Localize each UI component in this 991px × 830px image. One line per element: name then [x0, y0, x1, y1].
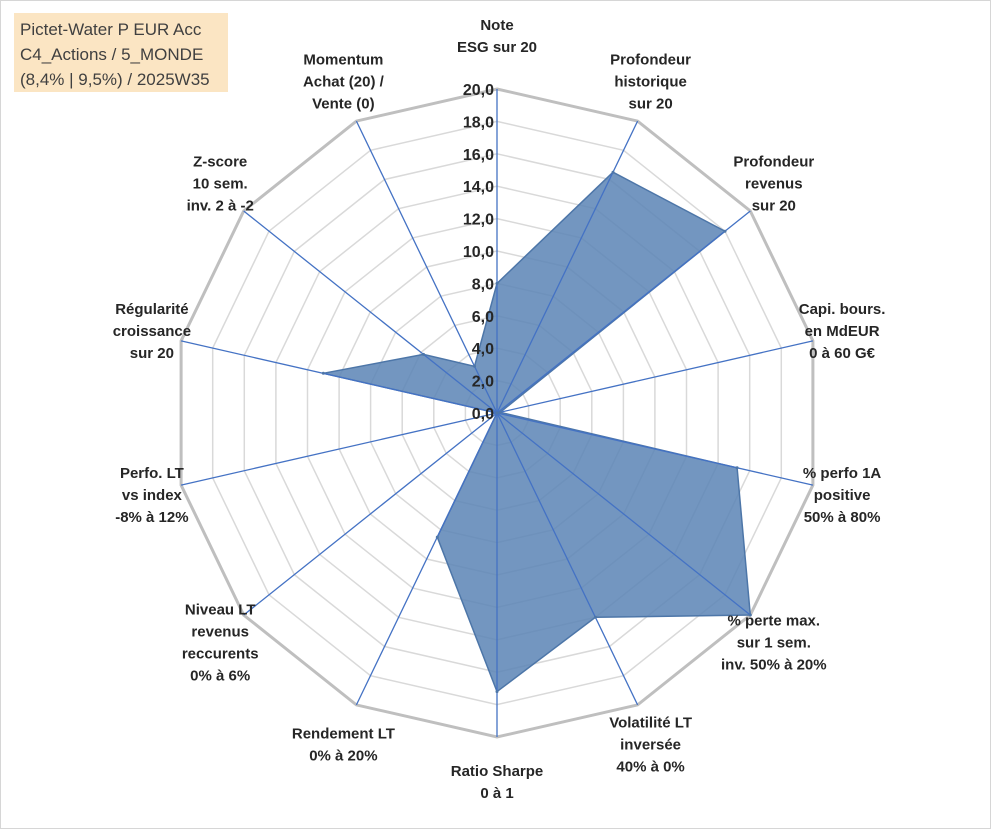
data-point [435, 535, 439, 539]
axis-label-line: 0% à 20% [309, 748, 377, 765]
axis-label: % perfo 1A positive 50% à 80% [803, 465, 882, 526]
data-point [495, 690, 499, 694]
radial-tick-label: 20,0 [463, 82, 494, 99]
data-point [422, 352, 425, 356]
fund-title-line-1: Pictet-Water P EUR Acc [20, 20, 202, 39]
axis-label-line: Note [480, 17, 513, 34]
radial-tick-label: 2,0 [472, 374, 494, 391]
axis-label: Capi. bours. en MdEUR 0 à 60 G€ [799, 301, 886, 362]
data-point [723, 229, 727, 233]
axis-label-line: 0 à 60 G€ [809, 345, 876, 362]
axis-spoke [496, 412, 639, 706]
axis-label: % perte max. sur 1 sem. inv. 50% à 20% [721, 612, 827, 673]
axis-label: Profondeur historique sur 20 [610, 51, 691, 112]
axis-spoke [243, 210, 498, 414]
axis-label-line: ESG sur 20 [457, 39, 537, 56]
axis-label-line: revenus [191, 623, 249, 640]
axis-label: Rendement LT 0% à 20% [292, 726, 395, 765]
axis-label-line: Régularité [115, 301, 188, 318]
radial-tick-label: 4,0 [472, 341, 494, 358]
axis-label-line: % perte max. [728, 612, 821, 629]
axis-label-line: -8% à 12% [115, 509, 188, 526]
axis-label-line: Rendement LT [292, 726, 395, 743]
axis-label: Niveau LT revenus reccurents 0% à 6% [182, 601, 259, 684]
axis-label-line: 0 à 1 [480, 785, 513, 802]
axis-spoke [496, 412, 814, 486]
axis-label-line: inversée [620, 737, 681, 754]
axis-label-line: Volatilité LT [609, 715, 692, 732]
radial-tick-label: 18,0 [463, 114, 494, 131]
axis-label-line: inv. 50% à 20% [721, 656, 827, 673]
axis-spoke [496, 412, 751, 616]
axis-label: Régularité croissance sur 20 [113, 301, 191, 362]
data-point [495, 281, 499, 285]
axis-label-line: Perfo. LT [120, 465, 184, 482]
radial-tick-label: 0,0 [472, 406, 494, 423]
radial-tick-label: 14,0 [463, 179, 494, 196]
data-point [473, 364, 476, 368]
axis-label-line: sur 20 [628, 95, 672, 112]
axis-label: Ratio Sharpe 0 à 1 [451, 763, 544, 802]
axis-label-line: vs index [122, 487, 183, 504]
data-point [735, 466, 739, 470]
radial-tick-label: 8,0 [472, 276, 494, 293]
axis-label-line: inv. 2 à -2 [187, 198, 254, 215]
axis-label-line: sur 20 [130, 345, 174, 362]
axis-spoke [180, 340, 498, 414]
fund-title-line-2: C4_Actions / 5_MONDE [20, 45, 204, 64]
axis-label-line: Vente (0) [312, 95, 375, 112]
axis-label-line: Momentum [303, 51, 383, 68]
axis-label-line: Achat (20) / [303, 73, 385, 90]
axis-label-line: Ratio Sharpe [451, 763, 544, 780]
axis-label-line: 50% à 80% [804, 509, 881, 526]
axis-label-line: 0% à 6% [190, 667, 250, 684]
axis-label-line: en MdEUR [805, 323, 880, 340]
fund-title-line-3: (8,4% | 9,5%) / 2025W35 [20, 70, 210, 89]
radial-tick-label: 10,0 [463, 244, 494, 261]
axis-label: Note ESG sur 20 [457, 17, 537, 56]
axis-spoke [496, 340, 814, 414]
axis-spoke [496, 210, 751, 414]
axis-label: Volatilité LT inversée 40% à 0% [609, 715, 692, 776]
axis-label-line: historique [614, 73, 687, 90]
axis-label-line: Capi. bours. [799, 301, 886, 318]
axis-label-line: revenus [745, 176, 803, 193]
data-point [498, 410, 502, 414]
radial-tick-label: 16,0 [463, 147, 494, 164]
axis-label-line: sur 20 [752, 198, 796, 215]
data-point [748, 613, 752, 617]
axis-spoke [355, 120, 498, 414]
axis-label-line: croissance [113, 323, 191, 340]
axis-label: Z-score 10 sem. inv. 2 à -2 [187, 154, 254, 215]
axis-label-line: % perfo 1A [803, 465, 882, 482]
radial-tick-label: 6,0 [472, 309, 494, 326]
data-point [495, 411, 499, 415]
axis-label: Profondeur revenus sur 20 [733, 154, 814, 215]
radial-tick-label: 12,0 [463, 212, 494, 229]
axis-label-line: sur 1 sem. [737, 634, 811, 651]
axis-spoke [355, 412, 498, 706]
axis-label-line: Niveau LT [185, 601, 256, 618]
axis-label-line: positive [814, 487, 871, 504]
axis-spoke [180, 412, 498, 486]
axis-spoke [496, 120, 639, 414]
axis-label: Momentum Achat (20) / Vente (0) [303, 51, 385, 112]
axis-label-line: Z-score [193, 154, 247, 171]
axis-spoke [243, 412, 498, 616]
data-point [593, 615, 597, 619]
data-point [321, 371, 325, 375]
fund-title-box: Pictet-Water P EUR Acc C4_Actions / 5_MO… [14, 13, 228, 92]
axis-label: Perfo. LT vs index -8% à 12% [115, 465, 188, 526]
axis-label-line: Profondeur [610, 51, 691, 68]
axis-label-line: reccurents [182, 645, 259, 662]
data-point [611, 170, 615, 174]
axis-label-line: Profondeur [733, 154, 814, 171]
axis-label-line: 40% à 0% [616, 759, 684, 776]
axis-label-line: 10 sem. [193, 176, 248, 193]
